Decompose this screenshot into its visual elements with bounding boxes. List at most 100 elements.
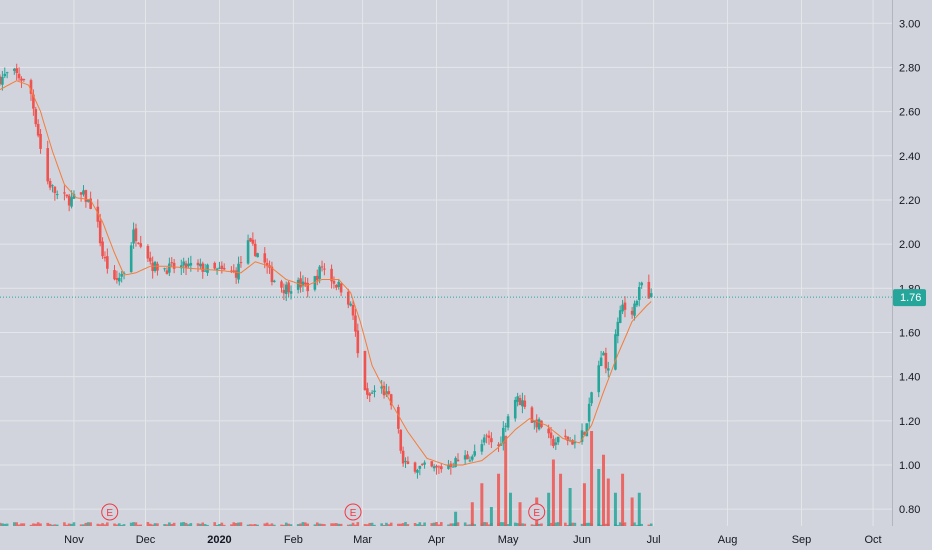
volume-bar: [466, 524, 469, 526]
volume-bar: [513, 522, 517, 526]
volume-bar: [82, 524, 85, 526]
volume-bar: [46, 522, 50, 526]
candle-body: [120, 273, 123, 277]
candle-body: [253, 243, 257, 256]
candle-body: [556, 436, 560, 443]
candle-body: [246, 240, 250, 264]
volume-bar: [304, 522, 307, 526]
volume-bar: [349, 524, 352, 526]
time-axis[interactable]: Nov Dec 2020 Feb Mar Apr May Jun Jul Aug Sep Oct: [64, 534, 881, 546]
volume-bar: [268, 524, 271, 526]
candle-body: [67, 195, 71, 206]
candle-body: [535, 419, 539, 428]
candle-body: [621, 304, 624, 312]
candle-body: [552, 438, 555, 447]
volume-bar: [473, 524, 476, 526]
candle-body: [170, 262, 174, 264]
candle-body: [156, 263, 159, 271]
y-tick-label: 2.80: [899, 62, 920, 74]
candle-body: [447, 465, 450, 469]
candle-body: [335, 284, 338, 288]
candle-body: [599, 357, 603, 367]
x-tick-label: Apr: [428, 534, 445, 546]
candle-body: [497, 444, 500, 447]
candle-body: [573, 441, 577, 444]
earnings-marker[interactable]: [101, 503, 119, 521]
volume-bar: [132, 522, 135, 526]
volume-bar: [165, 524, 169, 526]
volume-bar: [36, 522, 40, 526]
volume-bar: [122, 524, 126, 526]
candle-body: [249, 238, 252, 242]
candle-body: [471, 456, 474, 460]
volume-bar: [39, 523, 42, 526]
volume-bar: [15, 522, 18, 526]
volume-bar: [351, 522, 355, 526]
volume-bar: [101, 523, 104, 526]
earnings-marker[interactable]: [344, 503, 362, 521]
volume-bar: [323, 524, 326, 526]
candle-body: [473, 451, 476, 456]
candle-body: [70, 197, 73, 207]
candle-body: [513, 399, 517, 419]
volume-bar: [368, 522, 372, 526]
candle-body: [485, 435, 488, 437]
volume-bar: [389, 522, 393, 526]
candle-body: [182, 261, 185, 266]
candle-body: [540, 420, 543, 428]
volume-bar: [22, 523, 26, 526]
candle-body: [630, 310, 634, 315]
candle-body: [239, 262, 243, 264]
price-axis[interactable]: 3.002.802.602.402.202.001.801.601.401.20…: [899, 18, 920, 516]
volume-bar: [635, 524, 639, 526]
earnings-marker-label: E: [533, 508, 540, 519]
volume-bar: [449, 523, 453, 526]
volume-bar: [153, 523, 157, 526]
volume-bar: [468, 524, 472, 526]
volume-bar: [420, 524, 424, 526]
candle-body: [463, 455, 467, 460]
earnings-marker[interactable]: [528, 503, 546, 521]
volume-bar: [346, 524, 350, 526]
candle-body: [432, 466, 436, 469]
volume-bar: [206, 524, 209, 526]
candle-body: [401, 450, 405, 464]
candle-body: [349, 303, 352, 306]
candle-body: [339, 283, 343, 293]
candle-body: [649, 293, 653, 298]
candle-body: [585, 423, 589, 437]
candle-body: [232, 270, 236, 272]
candle-body: [199, 263, 202, 267]
candle-body: [29, 80, 33, 94]
volume-bar: [251, 524, 255, 526]
volume-bar: [640, 523, 643, 526]
candle-body: [637, 287, 641, 300]
volume-bar: [463, 522, 467, 526]
volume-bar: [385, 522, 388, 526]
volume-bar: [363, 524, 367, 526]
candle-body: [220, 265, 224, 269]
candle-body: [597, 365, 601, 393]
candle-body: [129, 245, 133, 273]
candle-body: [306, 282, 310, 292]
volume-bar: [397, 523, 400, 526]
candle-body: [423, 462, 426, 465]
candle-body: [17, 73, 21, 79]
x-tick-label: Aug: [718, 534, 738, 546]
candle-body: [647, 281, 651, 299]
volume-bar: [156, 523, 159, 526]
volume-bar: [299, 523, 302, 526]
candle-body: [137, 242, 140, 244]
candle-body: [5, 72, 9, 74]
candle-body: [184, 263, 188, 269]
volume-bar: [413, 523, 417, 526]
volume-bar: [649, 523, 653, 526]
candle-body: [289, 291, 293, 294]
candle-body: [518, 397, 522, 405]
y-tick-label: 2.00: [899, 239, 920, 251]
candle-body: [98, 220, 102, 244]
volume-bar: [354, 524, 357, 526]
candle-body: [101, 241, 104, 257]
candle-body: [468, 460, 472, 462]
